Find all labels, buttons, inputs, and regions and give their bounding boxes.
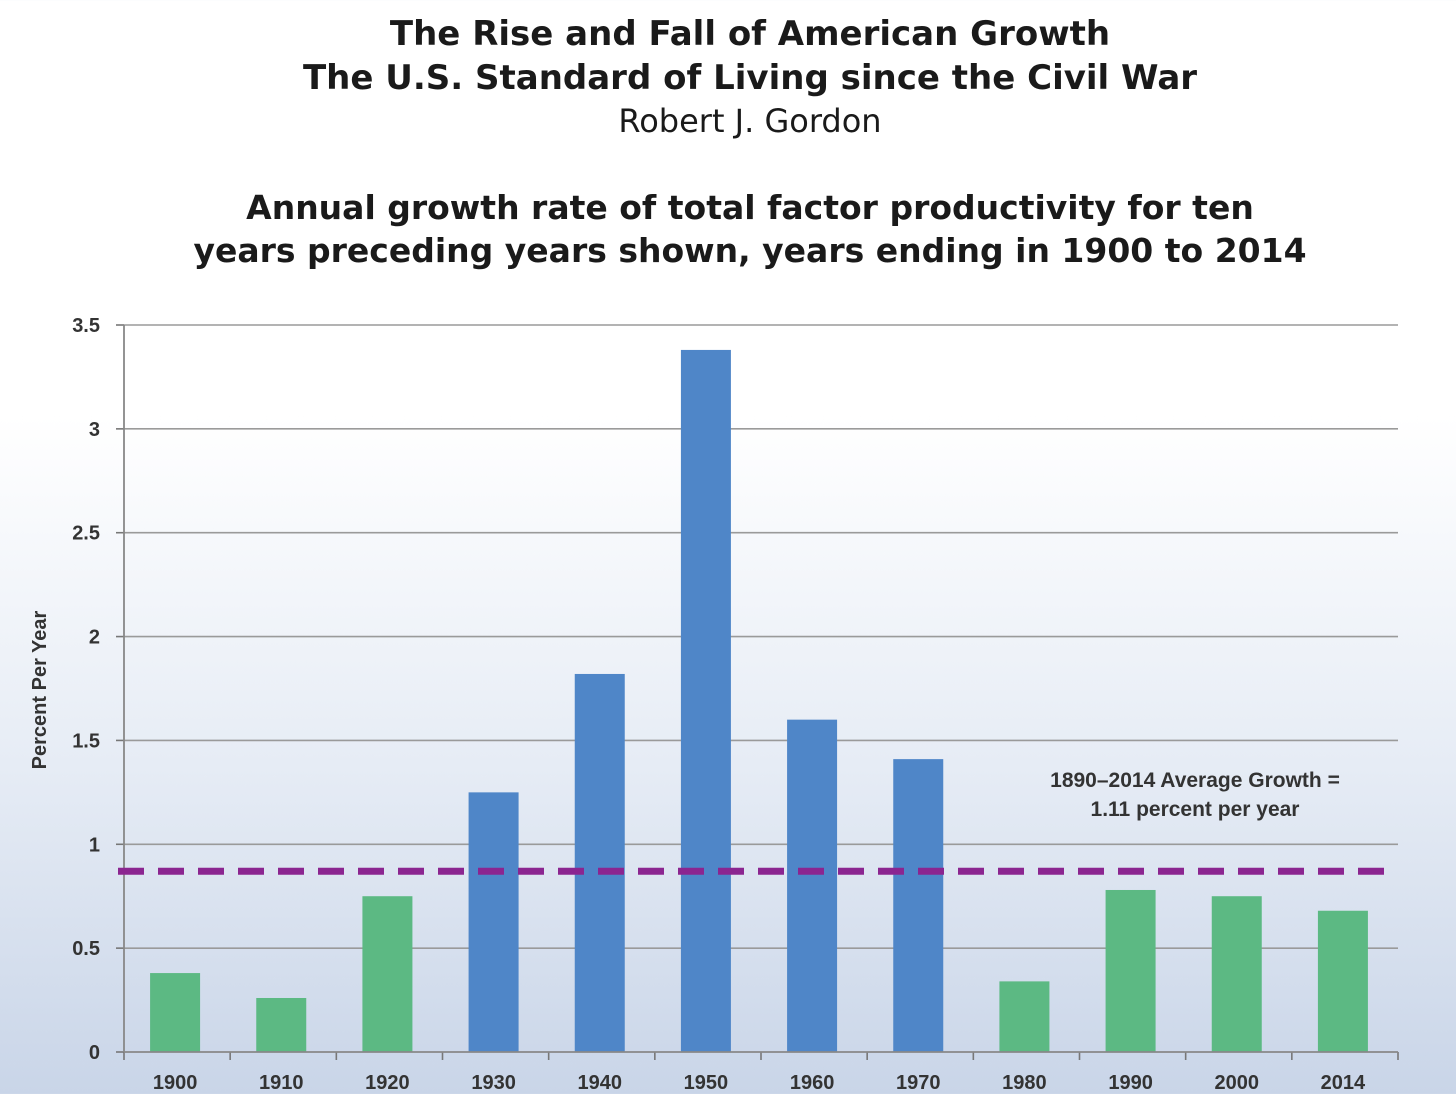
bar-1900 (150, 973, 201, 1052)
y-axis-label: Percent Per Year (29, 610, 51, 769)
x-tick-label: 1960 (790, 1072, 835, 1094)
chart-title-line2: years preceding years shown, years endin… (193, 231, 1307, 270)
bar-1990 (1105, 889, 1156, 1052)
bar-2014 (1317, 910, 1368, 1052)
bar-1960 (787, 719, 838, 1052)
x-tick-label: 1930 (471, 1072, 516, 1094)
chart-title-line1: Annual growth rate of total factor produ… (246, 188, 1254, 227)
chart-header: The Rise and Fall of American Growth The… (0, 12, 1456, 142)
axes (123, 325, 1398, 1053)
x-tick-label: 1940 (578, 1072, 623, 1094)
x-tick-label: 1990 (1108, 1072, 1153, 1094)
y-axis-ticks: 0 0.5 1 1.5 2 2.5 3 3.5 (72, 315, 124, 1064)
x-tick-label: 1910 (259, 1072, 304, 1094)
x-tick-label: 1950 (684, 1072, 729, 1094)
chart-title: Annual growth rate of total factor produ… (0, 186, 1456, 272)
y-tick-label: 3.5 (72, 315, 100, 337)
x-tick-label: 1980 (1002, 1072, 1047, 1094)
x-tick-label: 1900 (153, 1072, 198, 1094)
average-annotation-line1: 1890–2014 Average Growth = (1050, 769, 1340, 792)
y-tick-label: 2.5 (72, 523, 100, 545)
x-axis-ticks: 1900 1910 1920 1930 1940 1950 1960 1970 1980 1990… (123, 1052, 1399, 1094)
bar-1970 (893, 759, 944, 1052)
book-subtitle: The U.S. Standard of Living since the Ci… (302, 58, 1198, 98)
bars (150, 349, 1368, 1052)
y-tick-label: 2 (89, 627, 100, 649)
x-tick-label: 2014 (1321, 1072, 1366, 1094)
x-tick-label: 2000 (1215, 1072, 1260, 1094)
x-tick-label: 1970 (896, 1072, 941, 1094)
y-tick-label: 1 (89, 834, 100, 856)
bar-1920 (362, 896, 413, 1052)
y-tick-label: 0 (89, 1042, 100, 1064)
gridlines (124, 324, 1398, 949)
bar-1940 (574, 673, 625, 1052)
y-tick-label: 3 (89, 419, 100, 441)
y-tick-label: 1.5 (72, 730, 100, 752)
y-tick-label: 0.5 (72, 938, 100, 960)
bar-2000 (1211, 896, 1262, 1052)
average-annotation-line2: 1.11 percent per year (1091, 798, 1300, 821)
bar-1910 (256, 997, 307, 1052)
book-author: Robert J. Gordon (618, 102, 882, 140)
bar-1930 (468, 792, 519, 1052)
book-title: The Rise and Fall of American Growth (389, 14, 1111, 54)
bar-1950 (680, 349, 731, 1052)
x-tick-label: 1920 (365, 1072, 410, 1094)
bar-1980 (999, 981, 1050, 1052)
